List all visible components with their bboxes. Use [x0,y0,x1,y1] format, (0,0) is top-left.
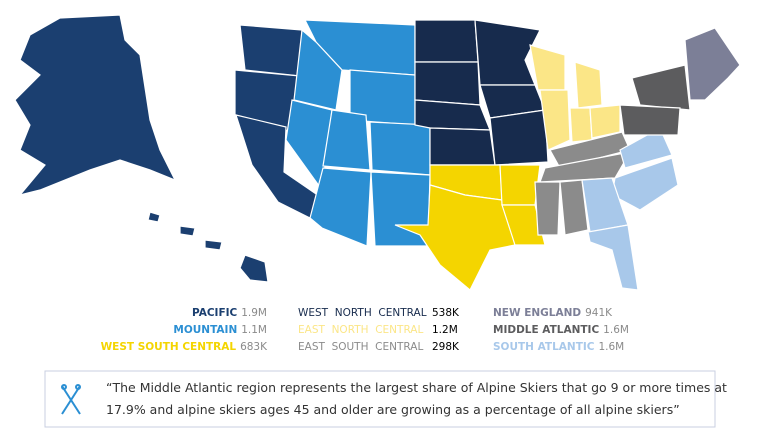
region-value: 683K [240,341,268,353]
north-dakota [414,19,479,63]
south-dakota [414,61,481,106]
region-name: EAST NORTH CENTRAL [298,324,423,336]
michigan [574,61,603,109]
legend-entry: PACIFIC 1.9M [192,307,267,319]
alabama [559,179,589,236]
new-york [631,64,691,111]
legend: PACIFIC 1.9M MOUNTAIN 1.1M WEST SOUTH CENTRA… [101,307,629,353]
region-name: EAST SOUTH CENTRAL [298,341,423,353]
us-map [14,14,741,291]
arizona [309,167,372,247]
region-name: MOUNTAIN [173,324,237,336]
region-value: 1.1M [241,324,267,336]
new-england [684,27,741,101]
utah [322,109,371,171]
region-name: MIDDLE ATLANTIC [493,324,599,336]
alaska [14,14,177,197]
idaho [293,28,343,111]
region-value: 538K [432,307,460,319]
louisiana [501,204,546,246]
nebraska [414,99,491,131]
region-value: 1.6M [598,341,624,353]
region-name: PACIFIC [192,307,238,319]
florida [587,224,639,291]
pennsylvania [619,104,681,136]
hawaii [147,211,161,223]
region-name: NEW ENGLAND [493,307,581,319]
colorado [369,121,431,176]
quote-line: 17.9% and alpine skiers ages 45 and olde… [106,402,680,417]
hawaii [179,225,196,237]
region-value: 1.2M [432,324,458,336]
hawaii [204,239,223,251]
legend-entry: MIDDLE ATLANTIC 1.6M [493,324,629,336]
missouri [489,109,549,166]
region-name: WEST NORTH CENTRAL [298,307,427,319]
region-name: SOUTH ATLANTIC [493,341,595,353]
arkansas [499,164,541,206]
region-value: 941K [585,307,613,319]
hawaii [239,254,269,283]
kansas [429,127,496,166]
region-name: WEST SOUTH CENTRAL [101,341,237,353]
region-value: 1.6M [603,324,629,336]
wisconsin [529,44,566,91]
illinois [539,89,571,151]
region-value: 1.9M [241,307,267,319]
region-value: 298K [432,341,460,353]
ski-icon [61,384,81,415]
legend-entry: WEST SOUTH CENTRAL 683K [101,341,269,353]
indiana [569,107,593,143]
mississippi [534,181,561,236]
quote-line: “The Middle Atlantic region represents t… [106,380,727,395]
texas [394,184,516,291]
legend-entry: NEW ENGLAND 941K [493,307,613,319]
legend-entry: SOUTH ATLANTIC 1.6M [493,341,624,353]
washington [239,24,303,77]
quote-box [44,370,716,428]
minnesota [474,19,541,86]
legend-entry: MOUNTAIN 1.1M [173,324,267,336]
